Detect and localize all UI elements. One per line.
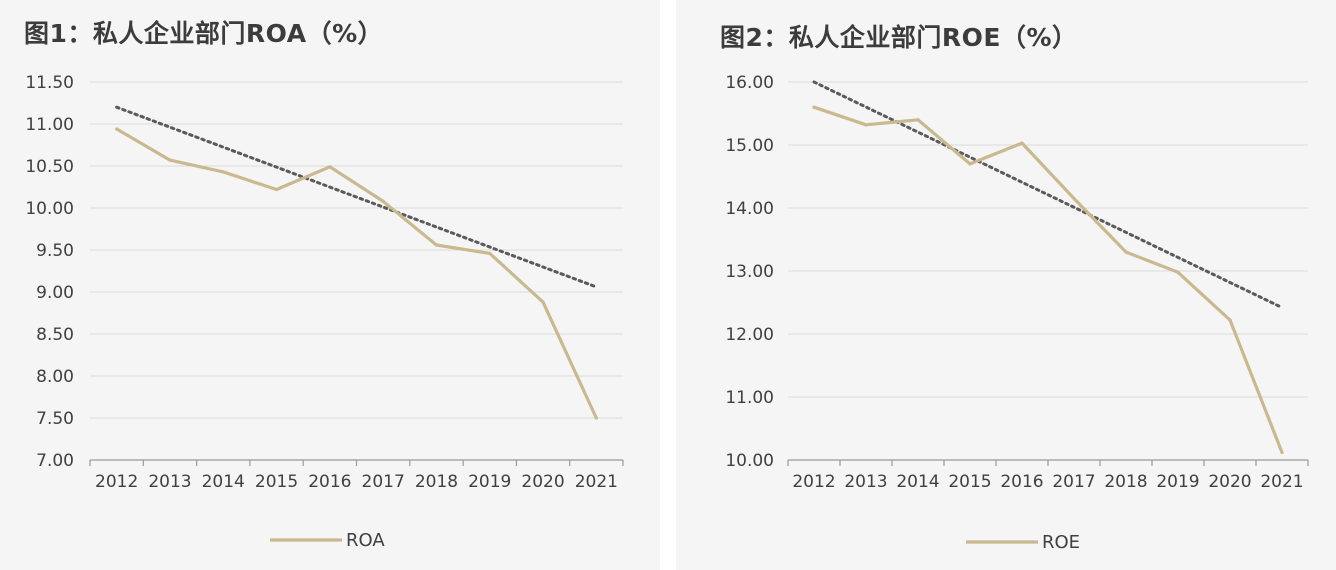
data-point: [328, 165, 332, 169]
x-tick-label: 2016: [1000, 472, 1043, 492]
x-tick-label: 2019: [468, 472, 511, 492]
chart-title: 图2：私人企业部门ROE（%）: [720, 23, 1078, 52]
x-tick-label: 2018: [1104, 472, 1147, 492]
legend-label: ROE: [1042, 532, 1080, 553]
data-point: [274, 187, 279, 192]
y-tick-label: 8.00: [36, 367, 74, 387]
data-point: [1176, 270, 1180, 274]
trendline: [812, 80, 1284, 310]
x-tick-label: 2015: [255, 472, 298, 492]
data-point: [1072, 196, 1076, 201]
trendline: [115, 105, 598, 289]
data-point: [1124, 250, 1128, 254]
data-point: [1280, 450, 1284, 455]
x-tick-label: 2021: [1260, 472, 1303, 492]
chart-title: 图1：私人企业部门ROA（%）: [24, 19, 384, 48]
y-tick-label: 7.00: [36, 451, 74, 471]
data-point: [1020, 141, 1024, 145]
data-point: [1228, 318, 1232, 322]
y-tick-label: 11.50: [25, 73, 74, 93]
y-tick-label: 14.00: [725, 199, 774, 219]
x-tick-label: 2013: [844, 472, 887, 492]
series-line-roe: [812, 105, 1284, 454]
x-tick-label: 2013: [148, 472, 191, 492]
y-tick-label: 8.50: [36, 325, 74, 345]
y-tick-label: 15.00: [725, 136, 774, 156]
roa-chart: 11.50 11.00 10.50 10.00 9.50 9.00 8.50 8.00 7.50…: [25, 73, 624, 551]
x-tick-label: 2012: [95, 472, 138, 492]
y-tick-label: 12.00: [725, 325, 774, 345]
x-tick-label: 2016: [308, 472, 351, 492]
data-point: [168, 158, 172, 162]
x-tick-label: 2017: [362, 472, 405, 492]
x-tick-label: 2017: [1052, 472, 1095, 492]
roa-chart-panel: 图1：私人企业部门ROA（%） 11.50 11.00 10.50 10.00 9.50…: [0, 0, 660, 570]
x-tick-label: 2015: [948, 472, 991, 492]
x-tick-label: 2014: [896, 472, 939, 492]
x-tick-label: 2014: [202, 472, 245, 492]
data-point: [115, 127, 119, 131]
y-tick-label: 9.50: [36, 241, 74, 261]
x-tick-label: 2021: [575, 472, 618, 492]
y-tick-label: 16.00: [725, 73, 774, 93]
data-point: [968, 162, 972, 166]
x-tick-label: 2020: [521, 472, 564, 492]
x-tick-label: 2018: [415, 472, 458, 492]
x-tick-label: 2012: [792, 472, 835, 492]
data-point: [541, 300, 545, 304]
roe-chart: 16.00 15.00 14.00 13.00 12.00 11.00 10.00 2012 2…: [725, 73, 1309, 553]
y-tick-label: 10.50: [25, 157, 74, 177]
x-tick-label: 2019: [1156, 472, 1199, 492]
data-point: [381, 199, 385, 203]
y-tick-label: 10.00: [725, 451, 774, 471]
y-tick-label: 9.00: [36, 283, 74, 303]
data-point: [594, 416, 598, 420]
data-point: [812, 105, 816, 109]
y-tick-label: 10.00: [25, 199, 74, 219]
series-line-roa: [115, 127, 598, 420]
data-point: [488, 251, 492, 255]
x-tick-label: 2020: [1208, 472, 1251, 492]
roe-chart-panel: 图2：私人企业部门ROE（%） 16.00 15.00 14.00 13.00 12.0…: [676, 0, 1336, 570]
y-tick-label: 11.00: [725, 388, 774, 408]
data-point: [916, 118, 920, 122]
y-tick-label: 11.00: [25, 115, 74, 135]
y-tick-label: 7.50: [36, 409, 74, 429]
legend-label: ROA: [346, 530, 385, 551]
data-point: [864, 123, 868, 127]
data-point: [434, 243, 439, 247]
y-tick-label: 13.00: [725, 262, 774, 282]
data-point: [221, 170, 225, 174]
